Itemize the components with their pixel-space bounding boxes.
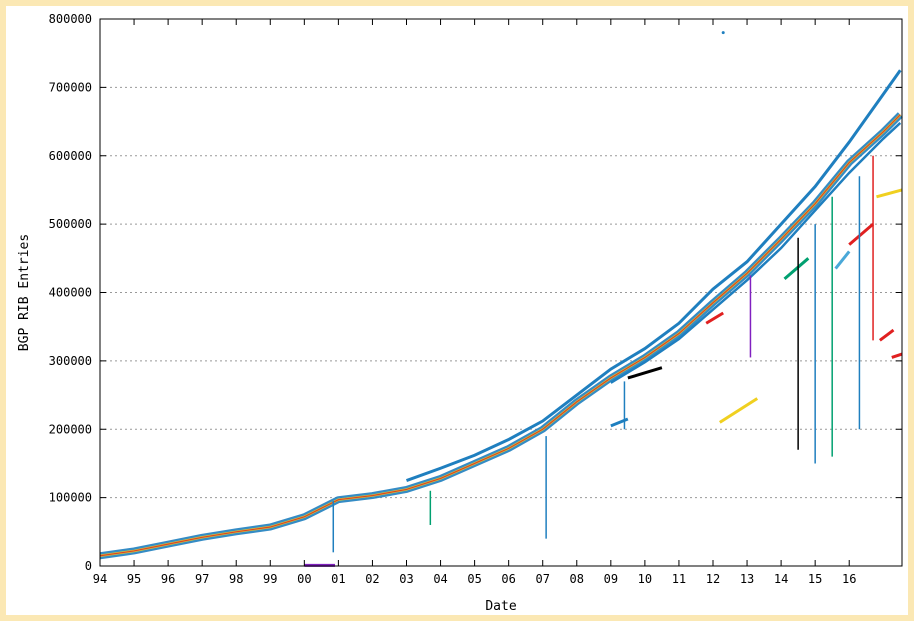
y-tick-label: 300000 — [49, 354, 92, 368]
main-trend-yellow — [99, 113, 902, 557]
lower-envelope — [610, 122, 902, 384]
x-tick-label: 08 — [570, 572, 584, 586]
x-axis-ticks: 94 95 96 97 98 99 00 01 02 03 04 05 06 07 08 09 10 11 12 13… — [93, 19, 856, 586]
upper-envelope — [405, 69, 902, 482]
x-tick-label: 16 — [842, 572, 856, 586]
series-segment — [834, 250, 851, 270]
x-tick-label: 14 — [774, 572, 788, 586]
y-tick-label: 500000 — [49, 217, 92, 231]
series-segment — [705, 311, 724, 325]
series-segment — [878, 328, 895, 342]
series-segment — [783, 257, 810, 280]
y-tick-label: 600000 — [49, 149, 92, 163]
y-axis-title: BGP RIB Entries — [17, 234, 32, 351]
y-axis-ticks: 0 100000 200000 300000 400000 500000 600000 700… — [49, 12, 902, 573]
x-tick-label: 95 — [127, 572, 141, 586]
main-trend-band — [99, 112, 903, 560]
y-tick-label: 700000 — [49, 80, 92, 94]
x-tick-label: 07 — [535, 572, 549, 586]
x-tick-label: 13 — [740, 572, 754, 586]
x-axis-title: Date — [485, 599, 516, 614]
y-tick-label: 400000 — [49, 286, 92, 300]
series-segment — [718, 397, 759, 424]
series-segment — [848, 222, 875, 246]
series-segment — [891, 352, 903, 359]
chart-frame: 0 100000 200000 300000 400000 500000 600000 700… — [6, 6, 908, 615]
x-tick-label: 12 — [706, 572, 720, 586]
y-tick-label: 800000 — [49, 12, 92, 26]
x-tick-label: 10 — [638, 572, 652, 586]
x-tick-label: 15 — [808, 572, 822, 586]
x-tick-label: 03 — [399, 572, 413, 586]
x-tick-label: 02 — [365, 572, 379, 586]
x-tick-label: 11 — [672, 572, 686, 586]
y-tick-label: 100000 — [49, 491, 92, 505]
series-segment — [627, 366, 663, 380]
x-tick-label: 04 — [433, 572, 447, 586]
x-tick-label: 05 — [467, 572, 481, 586]
x-tick-label: 99 — [263, 572, 277, 586]
x-tick-label: 00 — [297, 572, 311, 586]
x-tick-label: 97 — [195, 572, 209, 586]
x-tick-label: 98 — [229, 572, 243, 586]
x-tick-label: 94 — [93, 572, 107, 586]
x-tick-label: 96 — [161, 572, 175, 586]
y-tick-label: 200000 — [49, 422, 92, 436]
grid-lines — [100, 86, 902, 499]
main-trend-red — [99, 114, 901, 557]
x-tick-label: 09 — [604, 572, 618, 586]
outlier-point — [721, 31, 725, 35]
series-segment — [610, 417, 629, 428]
bgp-rib-chart: 0 100000 200000 300000 400000 500000 600000 700… — [17, 12, 903, 614]
x-tick-label: 01 — [331, 572, 345, 586]
x-tick-label: 06 — [501, 572, 515, 586]
y-tick-label: 0 — [85, 559, 92, 573]
plot-content — [99, 31, 903, 567]
series-segment — [876, 188, 903, 199]
